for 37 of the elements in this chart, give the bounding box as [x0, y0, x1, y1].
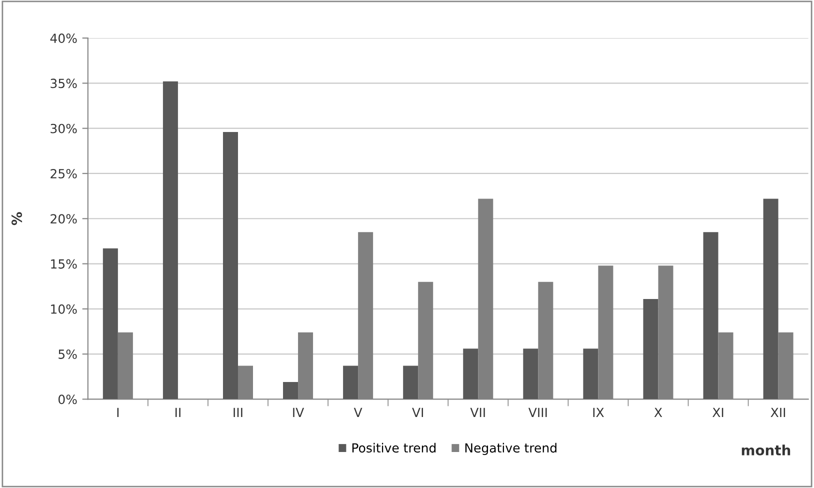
y-tick-label: 30% [50, 124, 77, 134]
y-tick-label: 20% [50, 214, 77, 224]
bar [343, 366, 358, 400]
x-tick-label: I [117, 408, 119, 418]
bar [283, 382, 298, 400]
x-axis-title: month [742, 444, 790, 456]
x-tick-label: IX [593, 408, 604, 418]
bar [643, 298, 658, 400]
y-tick-label: 15% [51, 259, 77, 269]
x-tick-label: IV [293, 408, 304, 418]
x-tick-label: X [654, 408, 662, 418]
y-tick-label: 25% [50, 168, 77, 178]
bar [703, 232, 718, 400]
y-tick-label: 10% [51, 304, 77, 314]
bar [222, 132, 238, 400]
x-tick-label: VII [470, 408, 485, 418]
y-tick-label: 5% [58, 350, 77, 359]
x-tick-label: XI [712, 408, 724, 418]
legend-label: Negative trend [465, 442, 556, 456]
x-tick-label: II [176, 408, 180, 418]
bar [523, 348, 538, 400]
bar [403, 366, 418, 400]
y-tick-label: 35% [50, 78, 77, 88]
bar [162, 81, 178, 400]
x-tick-label: III [234, 408, 242, 418]
x-tick-label: V [354, 408, 362, 418]
bar [763, 198, 778, 400]
bar [583, 348, 598, 400]
legend-label: Positive trend [352, 442, 436, 453]
x-tick-label: VIII [528, 408, 547, 418]
bar [102, 248, 118, 400]
y-axis-title: % [12, 212, 22, 226]
bar [463, 348, 478, 400]
x-tick-label: VI [412, 408, 423, 418]
y-tick-label: 0% [58, 394, 77, 404]
y-tick-label: 40% [50, 34, 77, 43]
x-tick-label: XII [770, 408, 786, 418]
